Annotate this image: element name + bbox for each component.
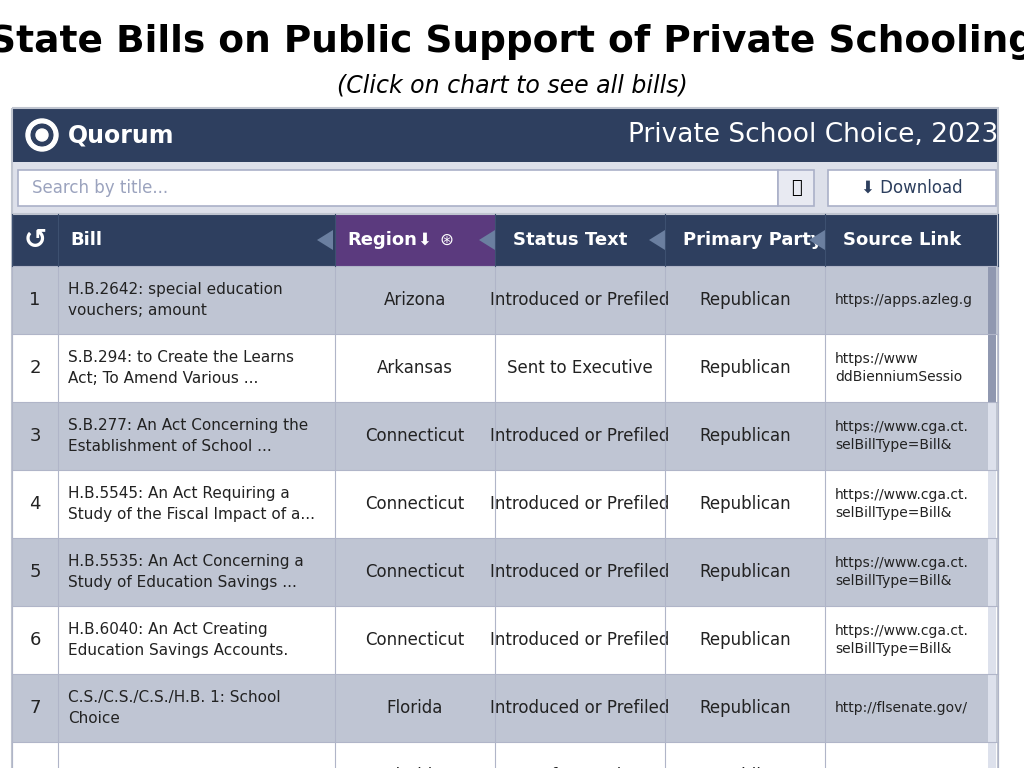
Text: Private School Choice, 2023: Private School Choice, 2023 [628, 122, 998, 148]
Bar [828, 170, 996, 206]
Text: Source Link: Source Link [843, 231, 962, 249]
Text: ⊛: ⊛ [439, 231, 453, 249]
Bar [988, 266, 996, 402]
Bar [12, 742, 998, 768]
Bar [665, 214, 825, 266]
Text: Region: Region [347, 231, 417, 249]
Text: S.B.294: to Create the Learns
Act; To Amend Various ...: S.B.294: to Create the Learns Act; To Am… [68, 350, 294, 386]
Text: Arkansas: Arkansas [377, 359, 453, 377]
Text: 6: 6 [30, 631, 41, 649]
Bar [12, 402, 998, 470]
Bar [12, 108, 998, 162]
Text: Republican: Republican [699, 699, 791, 717]
Text: Republican: Republican [699, 563, 791, 581]
Bar [18, 170, 778, 206]
Bar [778, 170, 814, 206]
Text: Connecticut: Connecticut [366, 495, 465, 513]
Text: H.B.6040: An Act Creating
Education Savings Accounts.: H.B.6040: An Act Creating Education Savi… [68, 622, 288, 657]
Bar [58, 214, 335, 266]
Text: Primary Party: Primary Party [683, 231, 822, 249]
Text: ⬇: ⬇ [417, 231, 431, 249]
Text: Connecticut: Connecticut [366, 631, 465, 649]
Text: Republican: Republican [699, 631, 791, 649]
Bar [12, 470, 998, 538]
Text: C.S./C.S./C.S./H.B. 1: School
Choice: C.S./C.S./C.S./H.B. 1: School Choice [68, 690, 281, 726]
Text: Introduced or Prefiled: Introduced or Prefiled [490, 563, 670, 581]
Text: 🔍: 🔍 [791, 179, 802, 197]
Bar [335, 214, 495, 266]
Text: Introduced or Prefiled: Introduced or Prefiled [490, 427, 670, 445]
Bar [12, 538, 998, 606]
Bar [495, 214, 665, 266]
Text: 2: 2 [30, 359, 41, 377]
Text: Republican: Republican [699, 427, 791, 445]
Text: ⬇ Download: ⬇ Download [861, 179, 963, 197]
Bar [12, 214, 58, 266]
Text: https://www.cga.ct.
selBillType=Bill&: https://www.cga.ct. selBillType=Bill& [835, 624, 969, 656]
Text: Status Text: Status Text [513, 231, 628, 249]
Polygon shape [649, 230, 665, 250]
Text: Republican: Republican [699, 359, 791, 377]
Text: http://flsenate.gov/: http://flsenate.gov/ [835, 701, 968, 715]
Bar [12, 674, 998, 742]
Polygon shape [317, 230, 333, 250]
Text: Quorum: Quorum [68, 123, 174, 147]
Bar [12, 162, 998, 214]
Text: Republican: Republican [699, 767, 791, 768]
Text: H.B.5535: An Act Concerning a
Study of Education Savings ...: H.B.5535: An Act Concerning a Study of E… [68, 554, 304, 590]
Bar [12, 334, 998, 402]
Text: (Click on chart to see all bills): (Click on chart to see all bills) [337, 73, 687, 97]
Text: Connecticut: Connecticut [366, 427, 465, 445]
Text: https://www.cga.ct.
selBillType=Bill&: https://www.cga.ct. selBillType=Bill& [835, 488, 969, 520]
Text: H.B.2642: special education
vouchers; amount: H.B.2642: special education vouchers; am… [68, 283, 283, 318]
Text: Republican: Republican [699, 495, 791, 513]
Polygon shape [809, 230, 825, 250]
Text: https://www.cga.ct.
selBillType=Bill&: https://www.cga.ct. selBillType=Bill& [835, 556, 969, 588]
Text: Introduced or Prefiled: Introduced or Prefiled [490, 699, 670, 717]
Circle shape [36, 129, 48, 141]
Text: Bill: Bill [70, 231, 102, 249]
Text: https://www.cga.ct.
selBillType=Bill&: https://www.cga.ct. selBillType=Bill& [835, 420, 969, 452]
Text: Search by title...: Search by title... [32, 179, 168, 197]
Text: 8: 8 [30, 767, 41, 768]
Bar [12, 266, 998, 334]
Text: Sent to Executive: Sent to Executive [507, 359, 653, 377]
Bar [988, 266, 996, 768]
Circle shape [26, 119, 58, 151]
Text: ↺: ↺ [24, 226, 47, 254]
Polygon shape [479, 230, 495, 250]
Text: https://apps.azleg.g: https://apps.azleg.g [835, 293, 973, 307]
Bar [12, 606, 998, 674]
Circle shape [31, 124, 53, 146]
Bar [825, 214, 998, 266]
Text: Introduced or Prefiled: Introduced or Prefiled [490, 495, 670, 513]
Text: Out of Committee: Out of Committee [506, 767, 654, 768]
Text: Republican: Republican [699, 291, 791, 309]
Text: 5: 5 [30, 563, 41, 581]
Text: S.B.277: An Act Concerning the
Establishment of School ...: S.B.277: An Act Concerning the Establish… [68, 419, 308, 454]
Text: H.B.5545: An Act Requiring a
Study of the Fiscal Impact of a...: H.B.5545: An Act Requiring a Study of th… [68, 486, 315, 521]
Text: Introduced or Prefiled: Introduced or Prefiled [490, 631, 670, 649]
Text: State Bills on Public Support of Private Schooling: State Bills on Public Support of Private… [0, 24, 1024, 60]
Text: Connecticut: Connecticut [366, 563, 465, 581]
Text: Arizona: Arizona [384, 291, 446, 309]
Text: 7: 7 [30, 699, 41, 717]
Text: https://www
ddBienniumSessio: https://www ddBienniumSessio [835, 353, 963, 384]
Text: 4: 4 [30, 495, 41, 513]
Text: Florida: Florida [387, 767, 443, 768]
Text: 1: 1 [30, 291, 41, 309]
Text: 3: 3 [30, 427, 41, 445]
Text: Introduced or Prefiled: Introduced or Prefiled [490, 291, 670, 309]
Text: Florida: Florida [387, 699, 443, 717]
